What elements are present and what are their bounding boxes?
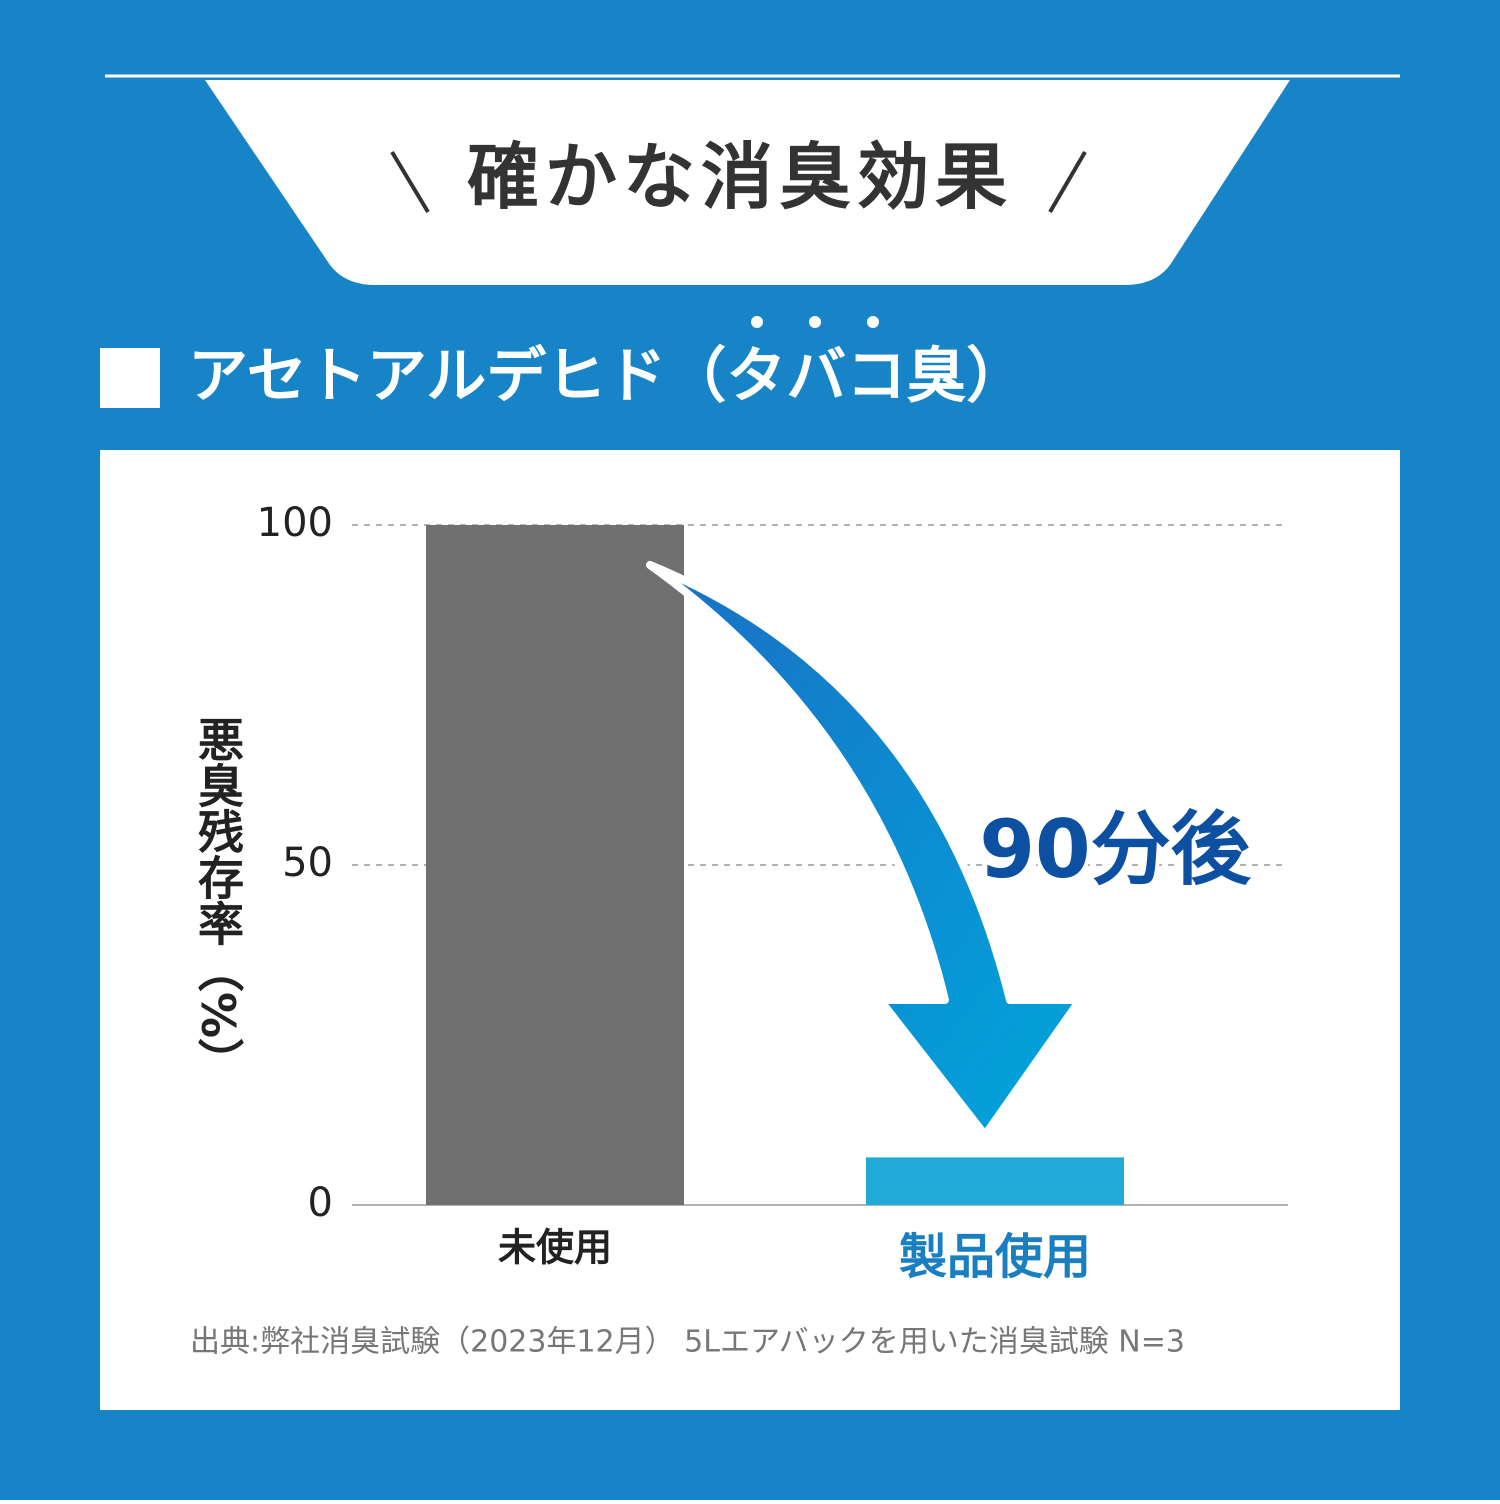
arrow [646,561,1084,1139]
title-deco [390,150,430,214]
title-banner [205,80,1290,285]
y-axis-label: 悪臭残存率（%） [191,716,245,1084]
y-tick-label: 100 [257,500,333,546]
bar [426,525,684,1205]
annotation: 90分後 [979,803,1251,896]
emphasis-dot [867,316,879,328]
y-tick-label: 0 [308,1180,333,1226]
chart-subtitle: アセトアルデヒド（タバコ臭） [188,342,1026,412]
emphasis-dot [751,316,763,328]
subtitle-marker [100,348,160,408]
chart-title: 確かな消臭効果 [467,134,1013,219]
x-tick-label: 製品使用 [899,1229,1091,1285]
source-note: 出典:弊社消臭試験（2023年12月） 5Lエアバックを用いた消臭試験 N=3 [190,1325,1185,1360]
emphasis-dot [809,316,821,328]
title-deco [1048,150,1087,214]
plot: 0 50 100 未使用 製品使用 [257,500,1288,1285]
bar [866,1157,1124,1205]
chart-panel [100,450,1400,1410]
y-tick-label: 50 [282,840,333,886]
x-tick-label: 未使用 [498,1226,612,1270]
